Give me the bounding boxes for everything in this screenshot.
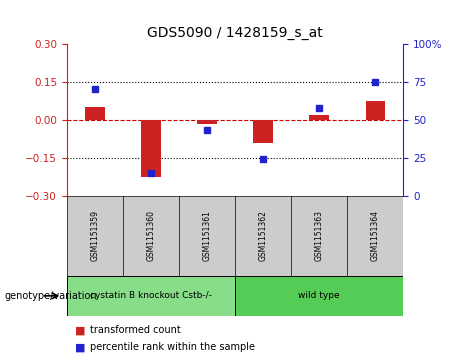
Title: GDS5090 / 1428159_s_at: GDS5090 / 1428159_s_at — [147, 26, 323, 40]
Text: ■: ■ — [76, 342, 86, 352]
Text: transformed count: transformed count — [90, 325, 181, 335]
Text: percentile rank within the sample: percentile rank within the sample — [90, 342, 255, 352]
Bar — [85, 107, 105, 120]
Text: GSM1151362: GSM1151362 — [259, 211, 268, 261]
Bar — [67, 276, 235, 316]
Text: genotype/variation: genotype/variation — [5, 291, 97, 301]
Bar — [254, 120, 273, 143]
Bar — [309, 115, 329, 120]
Text: wild type: wild type — [298, 291, 340, 300]
Bar — [197, 120, 217, 125]
Text: GSM1151364: GSM1151364 — [371, 211, 380, 261]
Text: cystatin B knockout Cstb-/-: cystatin B knockout Cstb-/- — [90, 291, 212, 300]
Bar — [366, 102, 385, 120]
Text: GSM1151360: GSM1151360 — [147, 211, 155, 261]
Text: GSM1151361: GSM1151361 — [202, 211, 212, 261]
Text: GSM1151363: GSM1151363 — [315, 211, 324, 261]
Text: ■: ■ — [76, 325, 86, 335]
Text: GSM1151359: GSM1151359 — [90, 211, 100, 261]
Bar — [235, 276, 403, 316]
Bar — [141, 120, 161, 177]
